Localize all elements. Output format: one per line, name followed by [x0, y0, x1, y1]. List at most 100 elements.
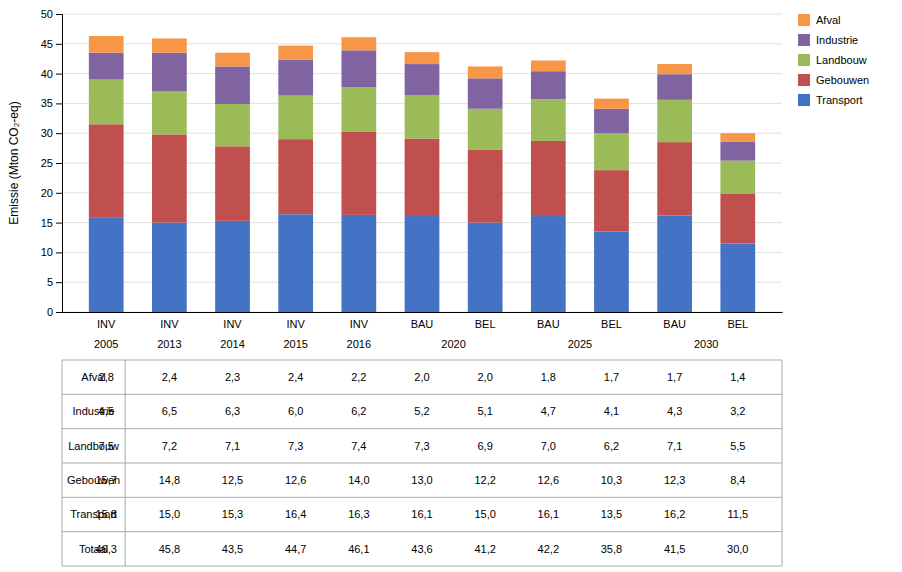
y-tick: 20	[41, 187, 62, 199]
table-cell: 5,1	[478, 405, 493, 417]
y-tick-label: 25	[41, 157, 53, 169]
table-rule	[62, 463, 782, 464]
legend-item: Landbouw	[798, 54, 867, 66]
y-axis-title: Emissie (Mton CO₂-eq)	[7, 101, 21, 224]
table-cell: 43,5	[222, 543, 243, 555]
table-cell: 7,3	[288, 440, 303, 452]
y-tick-label: 0	[47, 306, 53, 318]
table-cell: 1,7	[667, 371, 682, 383]
y-axis-line	[56, 15, 63, 313]
x-tick: INV	[287, 312, 306, 330]
y-tick-mark	[56, 252, 62, 253]
table-cell: 6,0	[288, 405, 303, 417]
x-axis-line	[63, 312, 783, 313]
bar	[468, 150, 503, 223]
bar	[341, 131, 376, 214]
bar	[594, 133, 629, 170]
bar	[89, 80, 124, 125]
table-cell: 2,0	[478, 371, 493, 383]
bar	[278, 214, 313, 312]
table-cell: 4,3	[667, 405, 682, 417]
category-group-label: 2016	[347, 338, 371, 350]
bar	[152, 53, 187, 92]
bar-series	[89, 50, 755, 160]
y-tick-mark	[56, 74, 62, 75]
table-cell: 35,8	[601, 543, 622, 555]
bar	[594, 232, 629, 312]
bars	[89, 36, 755, 312]
y-tick-label: 30	[41, 127, 53, 139]
category-group-label: 2005	[94, 338, 118, 350]
y-tick-mark	[56, 312, 62, 313]
bar	[468, 223, 503, 312]
table-cell: 6,9	[478, 440, 493, 452]
table-cell: 2,8	[99, 371, 114, 383]
table-rule	[62, 497, 782, 498]
bar	[152, 38, 187, 52]
bar	[215, 146, 250, 221]
bar	[657, 100, 692, 142]
y-tick: 30	[41, 127, 62, 139]
table-cell: 46,3	[95, 543, 116, 555]
x-tick: INV	[350, 312, 369, 330]
table-cell: 41,5	[664, 543, 685, 555]
table-cell: 15,8	[95, 508, 116, 520]
y-tick: 45	[41, 38, 62, 50]
table-cell: 5,5	[730, 440, 745, 452]
table-cell: 30,0	[727, 543, 748, 555]
category-group-label: 2013	[157, 338, 181, 350]
bar	[594, 99, 629, 109]
table-rule	[62, 394, 782, 395]
bar-series	[89, 36, 755, 141]
grid	[62, 14, 782, 312]
table-cell: 41,2	[474, 543, 495, 555]
table-cell: 5,2	[414, 405, 429, 417]
bar	[657, 64, 692, 74]
bar	[657, 142, 692, 215]
table-row-label: Industrie	[72, 405, 114, 417]
table-cell: 12,2	[474, 474, 495, 486]
x-tick: INV	[97, 312, 116, 330]
table-cell: 14,8	[159, 474, 180, 486]
y-tick-label: 10	[41, 246, 53, 258]
bar	[152, 91, 187, 134]
y-tick-label: 35	[41, 97, 53, 109]
table-cell: 11,5	[727, 508, 748, 520]
bar-series	[89, 124, 755, 243]
bar	[215, 53, 250, 67]
table-cell: 13,0	[411, 474, 432, 486]
legend-swatch	[798, 94, 810, 106]
table-cell: 7,1	[667, 440, 682, 452]
table-cell: 1,7	[604, 371, 619, 383]
legend-item: Transport	[798, 94, 863, 106]
y-tick: 35	[41, 97, 62, 109]
bar	[531, 60, 566, 71]
table-cell: 1,8	[541, 371, 556, 383]
x-tick: BAU	[537, 312, 560, 330]
bar	[594, 170, 629, 231]
table-cell: 2,0	[414, 371, 429, 383]
legend-label: Landbouw	[816, 54, 867, 66]
x-tick: BEL	[727, 312, 748, 330]
y-tick-label: 15	[41, 217, 53, 229]
y-tick: 5	[47, 276, 62, 288]
bar	[405, 95, 440, 139]
y-axis: 05101520253035404550	[41, 8, 63, 318]
table-cell: 15,7	[95, 474, 116, 486]
bar	[720, 142, 755, 161]
table-cell: 4,1	[604, 405, 619, 417]
table-cell: 15,3	[222, 508, 243, 520]
table-cell: 6,2	[351, 405, 366, 417]
bar	[405, 139, 440, 216]
y-tick-mark	[56, 163, 62, 164]
legend-label: Transport	[816, 94, 863, 106]
category-group-label: 2015	[283, 338, 307, 350]
bar	[215, 221, 250, 312]
table-cell: 43,6	[411, 543, 432, 555]
y-tick-mark	[56, 103, 62, 104]
table-cell: 4,7	[541, 405, 556, 417]
y-tick-mark	[56, 223, 62, 224]
legend: AfvalIndustrieLandbouwGebouwenTransport	[798, 14, 869, 106]
table-rule	[62, 360, 782, 361]
bar	[405, 216, 440, 312]
